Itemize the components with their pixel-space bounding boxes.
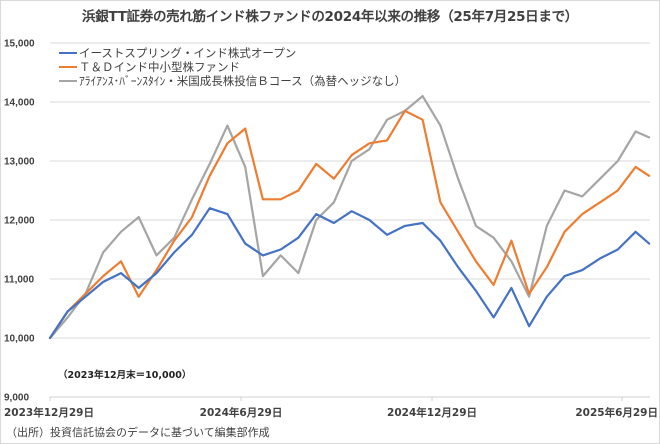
legend-label-0: イーストスプリング・インド株式オープン xyxy=(79,46,296,60)
source-note: （出所）投資信託協会のデータに基づいて編集部作成 xyxy=(6,426,270,439)
chart-title: 浜銀TT証券の売れ筋インド株ファンドの2024年以来の推移（25年7月25日まで… xyxy=(82,9,578,25)
x-tick-label: 2025年6月29日 xyxy=(575,406,658,419)
y-tick-label: 13,000 xyxy=(4,157,35,168)
y-tick-label: 9,000 xyxy=(4,393,29,404)
y-tick-label: 12,000 xyxy=(4,216,35,227)
y-tick-label: 14,000 xyxy=(4,98,35,109)
series-line-1 xyxy=(48,109,651,340)
series-line-2 xyxy=(48,94,651,340)
x-tick-label: 2024年6月29日 xyxy=(200,406,283,419)
y-tick-label: 11,000 xyxy=(4,275,34,286)
legend-label-2: ｱﾗｲｱﾝｽ･ﾊﾞｰﾝｽﾀｲﾝ・米国成長株投信Ｂコース（為替ヘッジなし） xyxy=(79,74,406,88)
x-axis-ticks: 2023年12月29日 2024年6月29日 2024年12月29日 2025年6月2… xyxy=(4,397,658,419)
x-tick-label: 2024年12月29日 xyxy=(387,406,477,419)
legend-label-1: Ｔ＆Ｄインド中小型株ファンド xyxy=(79,60,240,74)
series-lines xyxy=(48,94,651,340)
base-annotation: （2023年12月末＝10,000） xyxy=(58,369,191,381)
legend: イーストスプリング・インド株式オープンＴ＆Ｄインド中小型株ファンドｱﾗｲｱﾝｽ･… xyxy=(59,46,406,88)
y-axis-ticks: 9,000 10,000 11,000 12,000 13,000 14,000 15,00… xyxy=(4,39,35,404)
y-tick-label: 15,000 xyxy=(4,39,35,50)
series-line-0 xyxy=(48,207,651,340)
y-tick-label: 10,000 xyxy=(4,334,35,345)
x-tick-label: 2023年12月29日 xyxy=(4,406,94,419)
